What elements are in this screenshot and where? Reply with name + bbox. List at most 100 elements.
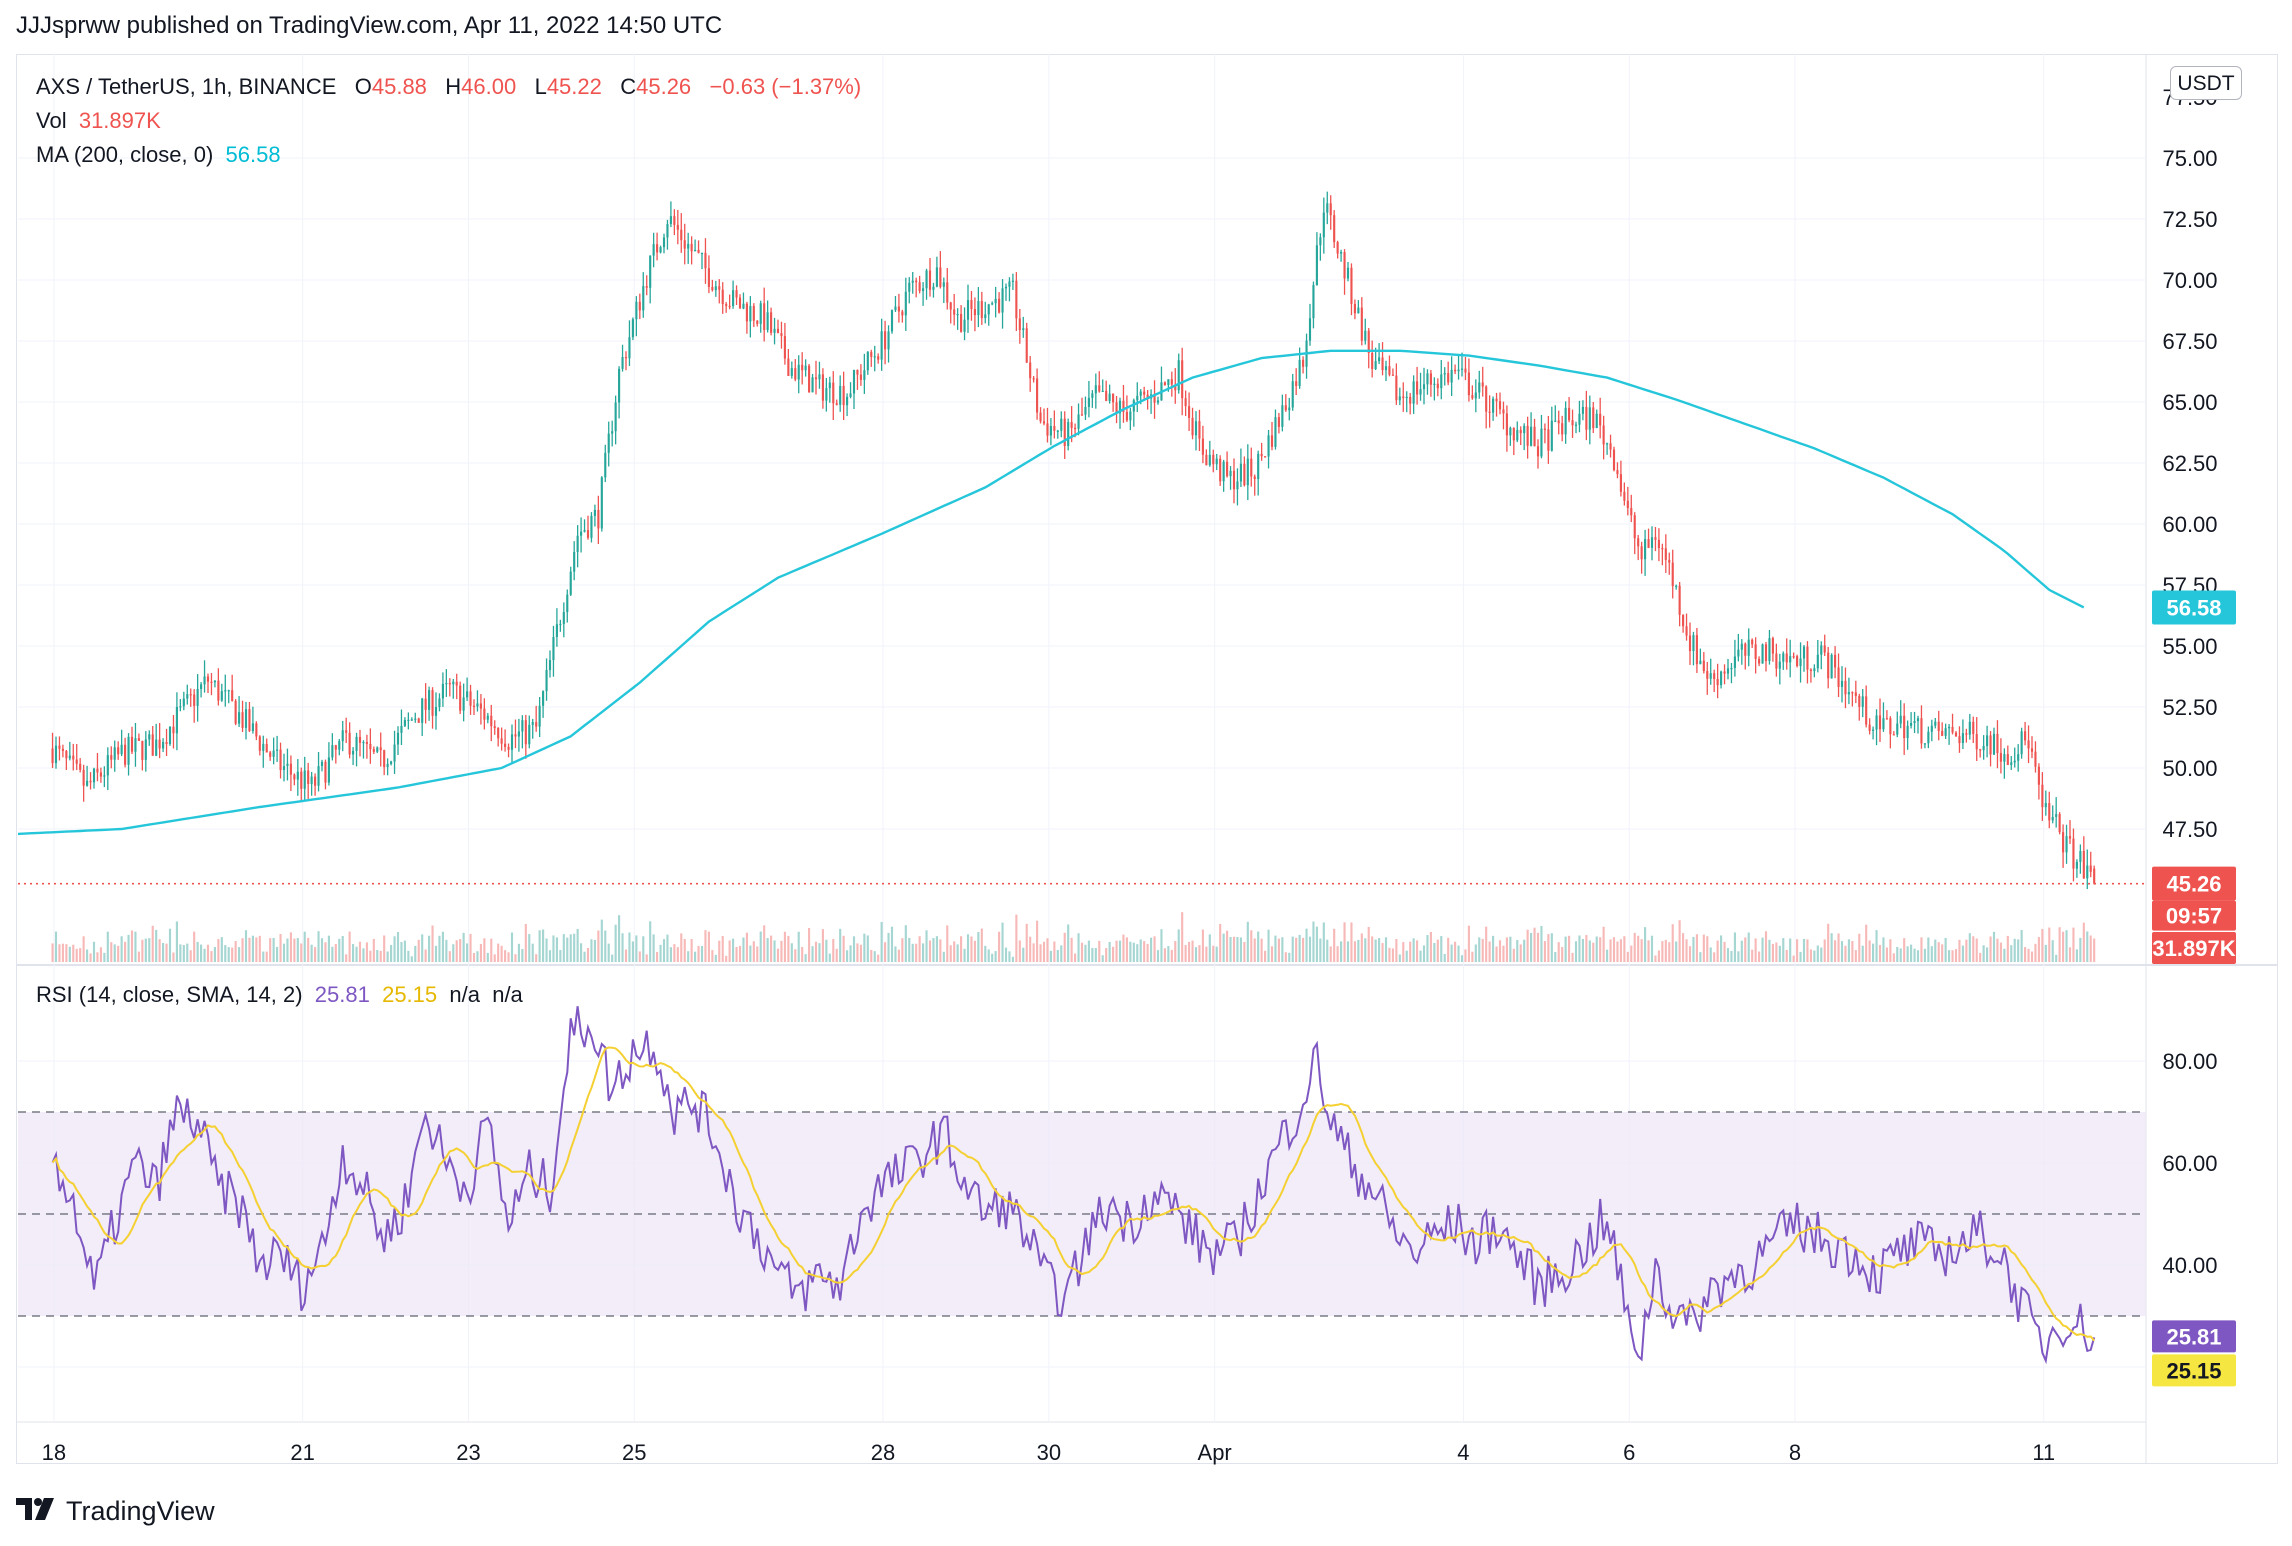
candle-body bbox=[327, 757, 330, 783]
candle-body bbox=[1080, 414, 1084, 416]
candle-body bbox=[1343, 252, 1346, 279]
candle-body bbox=[1322, 212, 1325, 238]
legend-high-label: H bbox=[445, 74, 462, 99]
candle-body bbox=[390, 761, 393, 764]
volume-bar bbox=[1737, 951, 1740, 962]
candle-body bbox=[573, 552, 576, 572]
candle-body bbox=[1834, 654, 1837, 668]
candle-body bbox=[890, 310, 894, 332]
candle-body bbox=[1986, 735, 1989, 747]
candle-body bbox=[1854, 692, 1857, 697]
volume-bar bbox=[1419, 950, 1422, 962]
candle-body bbox=[1181, 360, 1184, 399]
candle-body bbox=[296, 771, 299, 780]
legend-ma-label[interactable]: MA (200, close, 0) bbox=[36, 142, 214, 167]
volume-bar bbox=[649, 921, 652, 962]
volume-bar bbox=[448, 951, 451, 962]
candle-body bbox=[1972, 721, 1975, 735]
candle-body bbox=[317, 766, 320, 786]
candle-body bbox=[1547, 429, 1550, 451]
volume-bar bbox=[635, 935, 638, 962]
candle-body bbox=[320, 761, 324, 767]
candle-body bbox=[963, 319, 966, 332]
candle-body bbox=[1519, 429, 1522, 434]
candle-body bbox=[517, 731, 520, 737]
candle-body bbox=[614, 402, 617, 432]
candle-body bbox=[1623, 491, 1626, 501]
volume-bar bbox=[396, 932, 400, 962]
volume-bar bbox=[628, 932, 631, 962]
volume-bar bbox=[1599, 937, 1602, 962]
candle-body bbox=[545, 670, 548, 692]
volume-bar bbox=[162, 943, 165, 962]
candle-body bbox=[1198, 421, 1201, 439]
candle-body bbox=[1561, 423, 1564, 435]
candle-body bbox=[120, 744, 123, 755]
candle-body bbox=[714, 286, 717, 291]
candle-body bbox=[863, 370, 866, 380]
candle-body bbox=[1194, 421, 1198, 436]
candle-body bbox=[1896, 723, 1899, 735]
candle-body bbox=[1281, 405, 1284, 427]
candle-body bbox=[1726, 668, 1730, 674]
volume-bar bbox=[656, 951, 659, 962]
candle-body bbox=[742, 303, 745, 309]
candle-body bbox=[576, 535, 579, 553]
volume-bar bbox=[1720, 935, 1723, 962]
candle-body bbox=[624, 357, 628, 359]
volume-bar bbox=[103, 952, 106, 962]
volume-bar bbox=[835, 948, 838, 962]
volume-bar bbox=[787, 935, 790, 962]
candle-body bbox=[642, 286, 645, 311]
candle-body bbox=[745, 303, 748, 322]
volume-bar bbox=[168, 928, 172, 962]
volume-bar bbox=[289, 932, 292, 962]
volume-bar bbox=[1813, 950, 1816, 962]
candle-body bbox=[1695, 635, 1698, 665]
volume-bar bbox=[1512, 948, 1515, 962]
volume-bar bbox=[303, 931, 306, 962]
volume-bar bbox=[662, 939, 666, 962]
currency-button[interactable]: USDT bbox=[2170, 66, 2242, 100]
rsi-legend-sma-value: 25.15 bbox=[382, 982, 438, 1007]
candle-body bbox=[673, 216, 676, 225]
candle-body bbox=[417, 718, 420, 723]
candle-body bbox=[1253, 476, 1256, 480]
candle-body bbox=[393, 744, 396, 762]
volume-bar bbox=[1954, 949, 1958, 962]
legend-symbol[interactable]: AXS / TetherUS, 1h, BINANCE bbox=[36, 74, 337, 99]
volume-bar bbox=[535, 954, 538, 962]
volume-bar bbox=[1270, 946, 1274, 962]
candle-body bbox=[790, 368, 793, 376]
legend-open-label: O bbox=[354, 74, 372, 99]
candle-body bbox=[2068, 836, 2072, 839]
volume-bar bbox=[210, 951, 213, 962]
volume-bar bbox=[1440, 936, 1443, 962]
volume-bar bbox=[1644, 927, 1647, 962]
volume-bar bbox=[1709, 947, 1712, 962]
rsi-legend-label[interactable]: RSI (14, close, SMA, 14, 2) bbox=[36, 982, 303, 1007]
volume-bar bbox=[2068, 947, 2072, 962]
volume-bar bbox=[445, 939, 448, 962]
volume-layer bbox=[51, 912, 2096, 962]
candle-body bbox=[1723, 671, 1726, 674]
legend-volume-label[interactable]: Vol bbox=[36, 108, 67, 133]
candle-body bbox=[531, 722, 534, 725]
candle-body bbox=[832, 382, 835, 404]
tradingview-logo[interactable]: TradingView bbox=[16, 1496, 215, 1529]
candle-body bbox=[1004, 286, 1008, 289]
candle-body bbox=[424, 698, 427, 710]
volume-bar bbox=[1989, 936, 1992, 962]
candle-body bbox=[1488, 411, 1491, 413]
candle-body bbox=[276, 749, 279, 751]
volume-bar bbox=[186, 943, 189, 962]
volume-bar bbox=[2051, 940, 2054, 962]
candle-body bbox=[1229, 470, 1232, 477]
volume-bar bbox=[2048, 927, 2051, 962]
volume-bar bbox=[725, 955, 728, 962]
volume-bar bbox=[407, 950, 410, 962]
volume-bar bbox=[1471, 951, 1474, 962]
candle-body bbox=[994, 298, 997, 304]
candle-body bbox=[386, 763, 389, 768]
